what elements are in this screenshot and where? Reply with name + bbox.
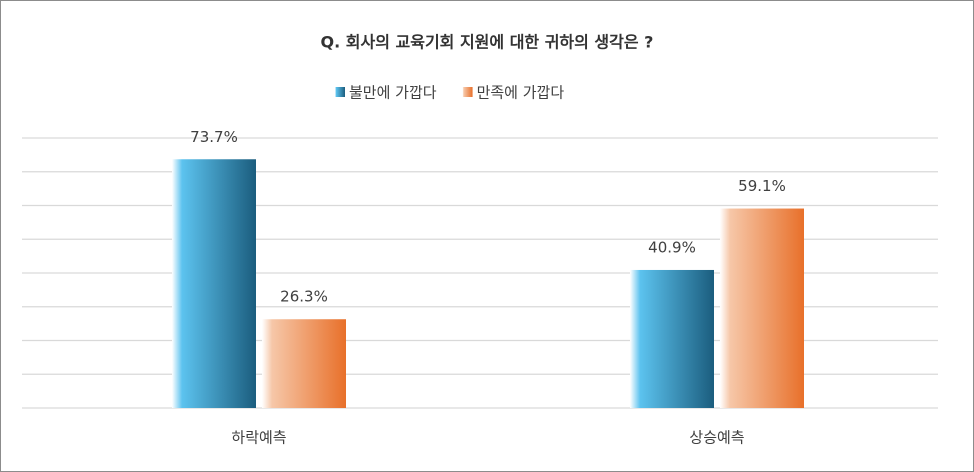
value-label: 59.1% [738,177,786,195]
bar [262,319,346,408]
bar [630,269,714,408]
legend-label: 불만에 가깝다 [349,84,437,102]
value-label: 26.3% [280,288,328,306]
legend-swatch [335,87,345,97]
bar [720,208,804,408]
bar [172,159,256,408]
legend-label: 만족에 가깝다 [477,84,565,102]
legend-swatch [462,87,473,97]
x-tick-label: 상승예측 [689,429,744,447]
value-label: 40.9% [648,238,696,256]
value-label: 73.7% [190,128,238,146]
chart-title: Q. 회사의 교육기회 지원에 대한 귀하의 생각은 ? [321,33,654,52]
x-tick-label: 하락예측 [231,429,286,447]
